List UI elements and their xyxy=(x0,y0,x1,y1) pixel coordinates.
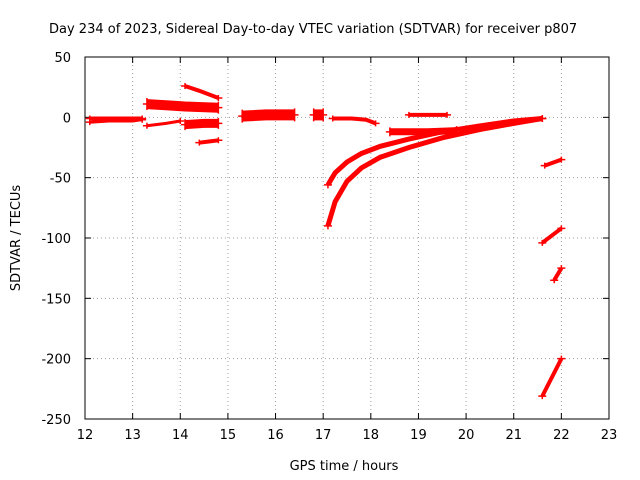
series-track-10 xyxy=(328,115,380,127)
y-tick-label: -50 xyxy=(50,172,71,187)
x-tick-label: 15 xyxy=(220,428,237,443)
tick-layer: 12 13 14 15 16 17 18 19 20 21 22 23 50 0 -50 -100 -150 -2… xyxy=(41,51,617,443)
series-track-2 xyxy=(85,116,147,126)
data-point-marker xyxy=(290,108,299,122)
data-point-marker xyxy=(214,95,223,102)
series-trace xyxy=(146,99,219,113)
series-trace xyxy=(325,116,543,227)
x-tick-label: 17 xyxy=(315,428,332,443)
x-tick-label: 22 xyxy=(553,428,570,443)
data-point-marker xyxy=(557,225,566,232)
data-point-marker xyxy=(138,116,147,123)
series-track-17 xyxy=(550,265,566,284)
data-point-marker xyxy=(557,265,566,272)
data-point-marker xyxy=(404,111,413,118)
y-axis-label: SDTVAR / TECUs xyxy=(9,185,24,292)
data-point-marker xyxy=(214,117,223,129)
series-trace xyxy=(332,116,377,126)
series-track-8 xyxy=(238,108,299,123)
data-point-marker xyxy=(181,82,190,89)
y-tick-label: -200 xyxy=(41,353,71,368)
data-point-marker xyxy=(557,355,566,362)
data-point-marker xyxy=(319,108,328,122)
data-point-marker xyxy=(214,101,223,114)
series-track-6 xyxy=(181,117,223,131)
data-point-marker xyxy=(328,115,337,122)
series-trace xyxy=(540,357,564,398)
plot-frame xyxy=(84,56,610,420)
series-track-18 xyxy=(538,355,566,400)
x-tick-label: 19 xyxy=(410,428,427,443)
series-track-5 xyxy=(181,82,223,102)
data-point-marker xyxy=(142,98,151,111)
series-track-7 xyxy=(195,137,223,146)
series-track-16 xyxy=(538,225,566,246)
series-trace xyxy=(89,118,143,124)
x-tick-label: 13 xyxy=(124,428,141,443)
x-axis-label: GPS time / hours xyxy=(290,459,399,474)
series-trace xyxy=(544,157,563,168)
data-point-marker xyxy=(557,156,566,163)
x-tick-label: 18 xyxy=(363,428,380,443)
data-point-marker xyxy=(443,111,452,118)
data-point-marker xyxy=(176,117,185,124)
data-point-marker xyxy=(550,277,559,284)
data-point-marker xyxy=(385,127,394,137)
data-point-marker xyxy=(323,181,332,189)
data-point-marker xyxy=(195,139,204,146)
series-trace xyxy=(541,226,563,245)
series-track-15 xyxy=(540,156,566,169)
x-tick-label: 20 xyxy=(458,428,475,443)
data-point-marker xyxy=(309,108,318,122)
data-point-marker xyxy=(371,120,380,127)
data-point-marker xyxy=(214,137,223,144)
series-trace xyxy=(241,109,295,122)
data-point-marker xyxy=(538,393,547,400)
series-track-11 xyxy=(404,111,452,118)
data-point-marker xyxy=(323,222,332,230)
x-tick-label: 12 xyxy=(77,428,94,443)
data-point-marker xyxy=(538,115,547,123)
x-tick-label: 14 xyxy=(172,428,189,443)
data-point-marker xyxy=(238,109,247,123)
y-tick-label: -100 xyxy=(41,232,71,247)
x-tick-label: 23 xyxy=(601,428,618,443)
y-tick-label: -150 xyxy=(41,292,71,307)
data-point-marker xyxy=(142,122,151,129)
data-point-marker xyxy=(181,119,190,131)
series-trace xyxy=(325,116,543,187)
data-layer xyxy=(85,82,566,400)
x-tick-label: 21 xyxy=(505,428,522,443)
series-track-14 xyxy=(323,115,547,230)
data-point-marker xyxy=(85,119,94,126)
data-point-marker xyxy=(538,239,547,246)
data-point-marker xyxy=(540,162,549,169)
grid-layer xyxy=(85,57,609,419)
series-track-9 xyxy=(309,108,328,122)
chart-title: Day 234 of 2023, Sidereal Day-to-day VTE… xyxy=(49,22,577,37)
series-trace xyxy=(552,267,564,282)
series-track-4 xyxy=(142,117,185,129)
y-tick-label: 50 xyxy=(54,51,71,66)
x-tick-label: 16 xyxy=(267,428,284,443)
y-tick-label: 0 xyxy=(63,111,71,126)
series-trace xyxy=(184,118,219,130)
series-trace xyxy=(146,119,181,128)
y-tick-label: -250 xyxy=(41,413,71,428)
series-trace xyxy=(184,84,220,100)
series-track-3 xyxy=(142,98,223,114)
